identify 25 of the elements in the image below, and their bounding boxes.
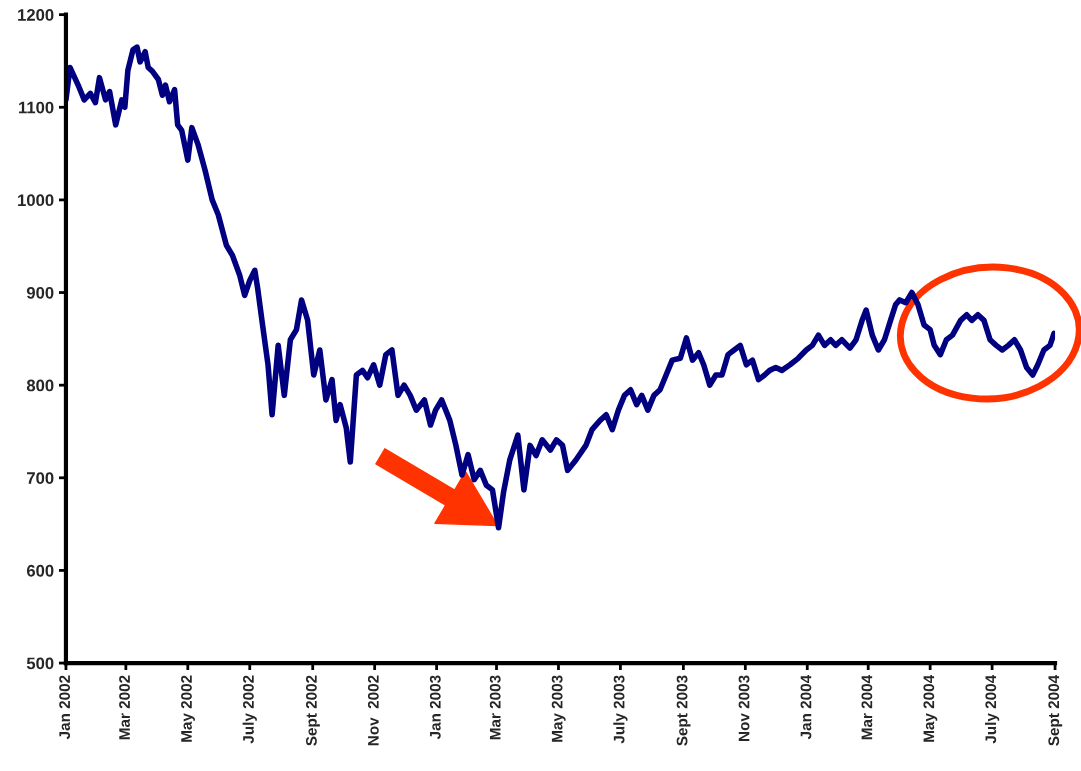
y-tick-label: 900	[26, 286, 54, 299]
x-tick-label: Mar 2002	[119, 675, 130, 740]
x-tick-label: Sept 2003	[676, 675, 691, 746]
y-tick-label: 700	[27, 472, 54, 484]
x-tick-label: Jan 2003	[429, 675, 441, 740]
y-tick-label: 1100	[19, 101, 54, 114]
x-tick-label: May 2004	[923, 674, 938, 742]
y-tick-label: 600	[26, 564, 54, 577]
x-tick-label: July 2003	[613, 675, 628, 744]
x-tick-label: Mar 2004	[861, 674, 873, 740]
x-tick-label: July 2004	[984, 674, 1000, 744]
x-tick-label: Jan 2002	[59, 675, 71, 740]
y-tick-label: 500	[26, 657, 54, 670]
x-tick-label: May 2002	[181, 675, 195, 742]
x-tick-label: Nov 2003	[738, 675, 750, 741]
x-tick-label: Nov 2002	[367, 675, 379, 746]
x-tick-label: Jan 2004	[800, 674, 812, 740]
x-tick-label: Sept 2002	[305, 675, 320, 746]
x-tick-label: July 2002	[242, 675, 257, 744]
x-tick-label: May 2003	[551, 675, 566, 742]
y-tick-label: 1200	[18, 9, 54, 21]
x-tick-label: Mar 2003	[489, 675, 501, 740]
x-tick-label: Sept 2004	[1048, 674, 1063, 746]
y-tick-label: 1000	[18, 194, 54, 207]
y-tick-label: 800	[26, 379, 54, 392]
